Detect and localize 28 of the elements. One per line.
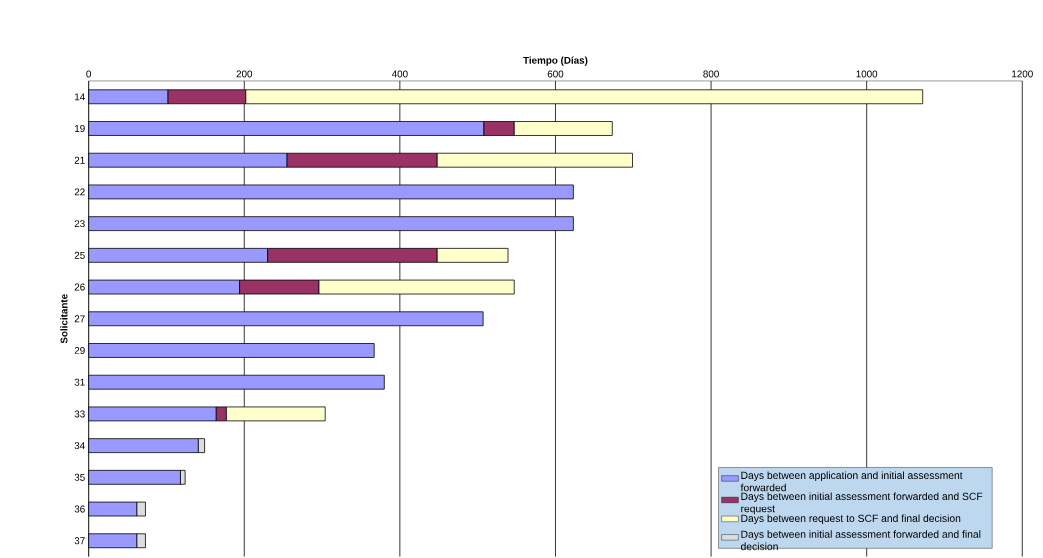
legend-label: Days between initial assessment forwarded and final decision — [741, 530, 981, 551]
y-tick-label: 33 — [74, 410, 85, 418]
y-tick-label: 26 — [74, 283, 85, 291]
y-tick-label: 25 — [74, 252, 85, 260]
y-tick-label: 31 — [74, 378, 85, 386]
y-tick-label: 23 — [74, 220, 85, 228]
legend-label: Days between application and initial assessment forwarded — [740, 471, 963, 492]
y-tick-label: 21 — [74, 156, 85, 164]
x-axis-title: Tiempo (Días) — [523, 56, 588, 66]
y-tick-label: 19 — [75, 125, 85, 133]
y-tick-label: 22 — [74, 188, 85, 196]
x-tick-label: 200 — [236, 70, 253, 78]
y-tick-label: 36 — [74, 505, 85, 513]
legend-label: Days between initial assessment forwarded and SCF request — [741, 492, 983, 515]
y-tick-label: 29 — [74, 347, 85, 355]
y-axis-title: Solicitante — [60, 294, 68, 344]
x-tick-label: 800 — [703, 70, 719, 78]
y-tick-label: 27 — [74, 315, 85, 323]
x-tick-label: 1200 — [1012, 70, 1033, 78]
x-tick-label: 0 — [86, 70, 92, 78]
x-tick-label: 400 — [391, 70, 408, 78]
y-tick-label: 35 — [74, 474, 85, 482]
x-tick-label: 600 — [547, 70, 564, 78]
y-tick-label: 34 — [74, 442, 85, 450]
y-tick-label: 14 — [75, 93, 85, 101]
x-tick-label: 1000 — [856, 70, 878, 78]
y-tick-label: 37 — [74, 537, 85, 545]
legend-label: Days between request to SCF and final decision — [741, 514, 961, 525]
